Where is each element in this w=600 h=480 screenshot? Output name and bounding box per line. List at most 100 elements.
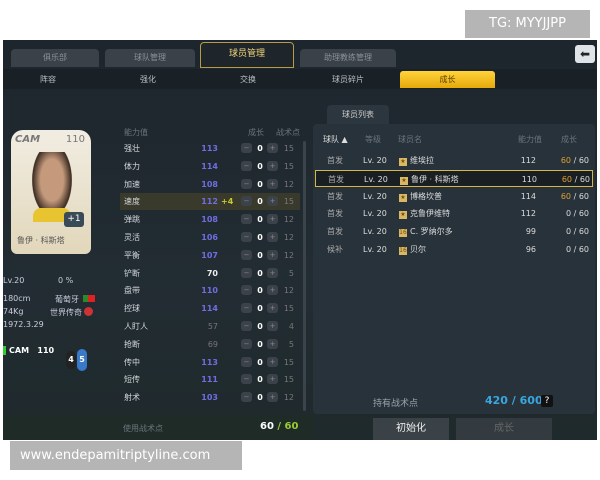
player-row[interactable]: 首发 Lv. 20 ★ 鲁伊 · 科斯塔 110 60 / 60	[315, 169, 593, 187]
attr-bonus: +4	[221, 197, 234, 207]
used-points-value: 60	[260, 421, 274, 432]
minus-button[interactable]: −	[241, 267, 252, 278]
minus-button[interactable]: −	[241, 214, 252, 225]
minus-button[interactable]: −	[241, 232, 252, 242]
minus-button[interactable]: −	[241, 143, 252, 153]
list-header[interactable]: 球员名	[398, 135, 422, 144]
minus-button[interactable]: −	[241, 374, 252, 385]
attr-name: 抢断	[124, 339, 140, 349]
player-list-panel: 球队 ▲ 等级 球员名 能力值 成长 首发 Lv. 20 ★ 维埃拉 112 60 / 6…	[313, 124, 595, 414]
minus-button[interactable]: −	[241, 321, 252, 331]
card-rating: 110	[65, 134, 85, 145]
minus-button[interactable]: −	[241, 178, 252, 189]
level: Lv. 20	[363, 156, 387, 165]
attr-name: 弹跳	[124, 215, 140, 225]
plus-button[interactable]: +	[267, 303, 278, 314]
attr-points: 15	[283, 197, 294, 207]
list-header[interactable]: 成长	[561, 135, 577, 144]
plus-button[interactable]: +	[267, 214, 278, 225]
plus-button[interactable]: +	[267, 232, 278, 242]
team: 首发	[328, 174, 344, 184]
tab-club[interactable]: 俱乐部	[11, 49, 99, 67]
attr-row: 加速 108 − 0 + 12	[120, 176, 300, 193]
attr-name: 强壮	[124, 144, 140, 153]
attr-row: 抢断 69 − 0 + 5	[120, 336, 300, 353]
plus-button[interactable]: +	[267, 178, 278, 189]
plus-button[interactable]: +	[267, 196, 278, 207]
minus-button[interactable]: −	[241, 356, 252, 367]
player-name: 鲁伊 · 科斯塔	[411, 174, 459, 184]
tab-assistant-coach[interactable]: 助理教练管理	[300, 49, 396, 67]
attr-row: 短传 111 − 0 + 15	[120, 371, 300, 388]
list-header[interactable]: 能力值	[518, 135, 542, 144]
attr-grow: 0	[257, 286, 263, 296]
subtab-growth[interactable]: 成长	[400, 71, 495, 88]
list-header[interactable]: 球队 ▲	[323, 135, 348, 144]
minus-button[interactable]: −	[241, 160, 252, 171]
number-a[interactable]: 4	[66, 351, 76, 369]
plus-button[interactable]: +	[267, 392, 278, 403]
used-points-label: 使用战术点	[123, 424, 163, 433]
attr-scrollbar[interactable]	[303, 141, 306, 411]
plus-button[interactable]: +	[267, 321, 278, 331]
player-row[interactable]: 首发 Lv. 20 ★ 博格坎普 114 60 / 60	[315, 188, 593, 205]
plus-button[interactable]: +	[267, 249, 278, 260]
attr-name: 体力	[124, 161, 140, 171]
attr-grow: 0	[257, 197, 263, 207]
plus-button[interactable]: +	[267, 143, 278, 153]
tab-player-list[interactable]: 球员列表	[327, 105, 389, 125]
back-arrow-icon[interactable]: ⬅	[575, 45, 595, 63]
player-row[interactable]: 首发 Lv. 20 ★ 维埃拉 112 60 / 60	[315, 152, 593, 169]
plus-button[interactable]: +	[267, 267, 278, 278]
subtab-exchange[interactable]: 交换	[240, 75, 256, 84]
player-name: C. 罗纳尔多	[410, 227, 453, 237]
grow-max: 60	[578, 245, 589, 254]
player-name: 贝尔	[410, 245, 426, 254]
plus-button[interactable]: +	[267, 285, 278, 296]
minus-button[interactable]: −	[241, 392, 252, 403]
subtab-fragments[interactable]: 球员碎片	[332, 75, 364, 84]
attr-name: 控球	[124, 304, 140, 314]
attr-value: 107	[201, 250, 218, 260]
subtab-enhance[interactable]: 强化	[140, 75, 156, 84]
attr-grow: 0	[257, 179, 263, 189]
grow: 60	[560, 156, 572, 165]
attr-name: 人盯人	[124, 322, 148, 331]
plus-button[interactable]: +	[267, 356, 278, 367]
player-row[interactable]: 首发 Lv. 20 16 C. 罗纳尔多 99 0 / 60	[315, 223, 593, 240]
minus-button[interactable]: −	[241, 303, 252, 314]
attr-row: 平衡 107 − 0 + 12	[120, 247, 300, 264]
subtab-bar: 阵容 强化 交换 球员碎片 成长	[3, 69, 597, 89]
list-header[interactable]: 等级	[365, 135, 381, 144]
owned-points-value: 420 / 600	[485, 394, 543, 407]
plus-button[interactable]: +	[267, 374, 278, 385]
team: 首发	[327, 209, 343, 219]
level: Lv. 20	[363, 227, 387, 237]
player-row[interactable]: 候补 Lv. 20 16 贝尔 96 0 / 60	[315, 241, 593, 258]
help-icon[interactable]: ?	[541, 395, 553, 407]
attr-points: 15	[283, 304, 294, 314]
tab-team-management[interactable]: 球队管理	[105, 49, 195, 67]
player-badge-icon: ★	[399, 193, 407, 202]
attr-grow: 0	[257, 268, 263, 278]
card-position: CAM	[15, 134, 41, 145]
plus-button[interactable]: +	[267, 160, 278, 171]
minus-button[interactable]: −	[241, 249, 252, 260]
minus-button[interactable]: −	[241, 285, 252, 296]
grow-button[interactable]: 成长	[456, 418, 552, 440]
number-b[interactable]: 5	[77, 349, 87, 371]
attr-grow: 0	[257, 161, 263, 171]
tab-player-management[interactable]: 球员管理	[200, 42, 294, 68]
minus-button[interactable]: −	[241, 196, 252, 207]
player-level: Lv.20	[3, 276, 25, 285]
plus-button[interactable]: +	[267, 338, 278, 349]
player-row[interactable]: 首发 Lv. 20 ★ 克鲁伊维特 112 0 / 60	[315, 205, 593, 222]
attr-row: 传中 113 − 0 + 15	[120, 354, 300, 371]
subtab-lineup[interactable]: 阵容	[40, 75, 56, 84]
minus-button[interactable]: −	[241, 338, 252, 349]
level: Lv. 20	[363, 209, 387, 219]
attr-value: 69	[207, 339, 218, 349]
attr-row: 人盯人 57 − 0 + 4	[120, 318, 300, 335]
reset-button[interactable]: 初始化	[373, 418, 449, 440]
rating: 112	[520, 209, 536, 219]
